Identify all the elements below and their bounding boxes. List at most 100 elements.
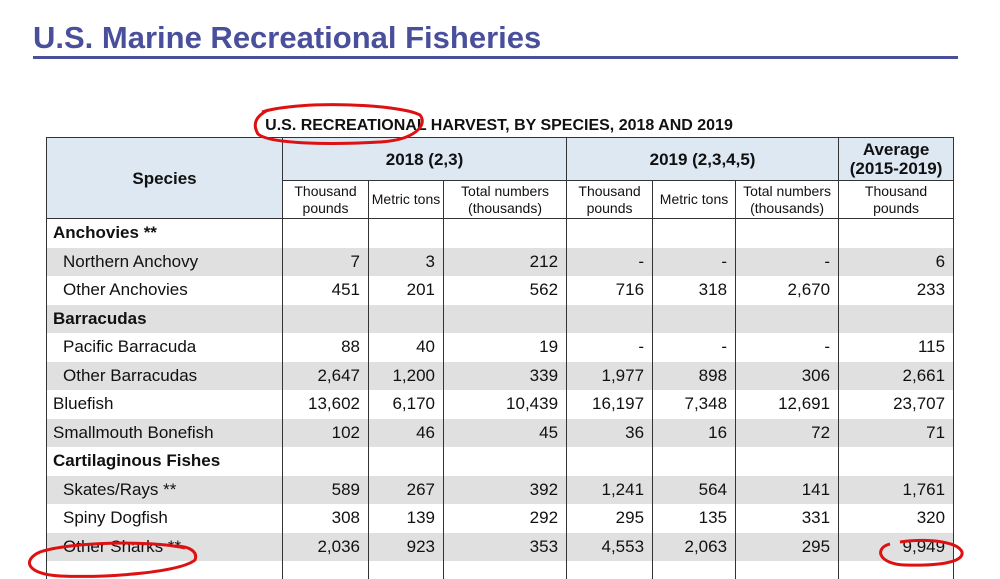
value-cell: 6,170 — [368, 390, 444, 419]
group-header: Average (2015-2019) — [838, 137, 955, 181]
column-header: Thousand pounds — [282, 180, 369, 219]
value-cell: 267 — [368, 475, 444, 504]
value-cell: 19 — [442, 333, 568, 362]
value-cell: 4,553 — [566, 532, 654, 561]
value-cell: 320 — [838, 504, 955, 533]
value-cell: 23,707 — [838, 390, 955, 419]
value-cell: 7 — [282, 247, 369, 276]
column-header: Metric tons — [652, 180, 737, 219]
empty-cell — [735, 304, 840, 333]
value-cell: 72 — [735, 418, 840, 447]
empty-cell — [838, 447, 955, 476]
value-cell: 923 — [368, 532, 444, 561]
column-header: Thousand pounds — [838, 180, 955, 219]
value-cell: 6 — [838, 247, 955, 276]
column-header: Thousand pounds — [566, 180, 654, 219]
empty-cell — [566, 447, 654, 476]
species-name: Other Sharks ** — [46, 532, 283, 561]
species-name: Spiny Dogfish — [46, 504, 283, 533]
value-cell: 212 — [442, 247, 568, 276]
value-cell: 1,200 — [368, 361, 444, 390]
value-cell: 392 — [442, 475, 568, 504]
value-cell: 135 — [652, 504, 737, 533]
empty-cell — [368, 447, 444, 476]
empty-cell — [282, 447, 369, 476]
value-cell: 139 — [368, 504, 444, 533]
table-row: Smallmouth Bonefish 102 46 45 36 16 72 71 — [46, 418, 955, 447]
value-cell: 898 — [652, 361, 737, 390]
value-cell: 306 — [735, 361, 840, 390]
value-cell: 339 — [442, 361, 568, 390]
value-cell: 16,197 — [566, 390, 654, 419]
value-cell: 233 — [838, 276, 955, 305]
column-header: Metric tons — [368, 180, 444, 219]
value-cell: 201 — [368, 276, 444, 305]
value-cell: 292 — [442, 504, 568, 533]
value-cell: 562 — [442, 276, 568, 305]
table-row: Barracudas — [46, 304, 955, 333]
empty-cell — [442, 447, 568, 476]
value-cell: 1,977 — [566, 361, 654, 390]
empty-cell — [735, 447, 840, 476]
group-header: 2019 (2,3,4,5) — [566, 137, 840, 181]
value-cell: - — [735, 333, 840, 362]
column-header: Total numbers (thousands) — [442, 180, 568, 219]
value-cell: 2,036 — [282, 532, 369, 561]
value-cell: 451 — [282, 276, 369, 305]
page-title: U.S. Marine Recreational Fisheries — [33, 20, 958, 59]
species-name: Other Barracudas — [46, 361, 283, 390]
value-cell: 318 — [652, 276, 737, 305]
value-cell: 40 — [368, 333, 444, 362]
empty-cell — [442, 304, 568, 333]
value-cell: 7,348 — [652, 390, 737, 419]
value-cell: 2,063 — [652, 532, 737, 561]
empty-cell — [282, 561, 369, 579]
value-cell: - — [566, 247, 654, 276]
value-cell: 102 — [282, 418, 369, 447]
species-name: Barracudas — [46, 304, 283, 333]
value-cell: 308 — [282, 504, 369, 533]
empty-cell — [838, 218, 955, 248]
species-name: Anchovies ** — [46, 218, 283, 248]
empty-cell — [442, 218, 568, 248]
empty-cell — [368, 561, 444, 579]
table-row: Other Barracudas 2,647 1,200 339 1,977 898 306… — [46, 361, 955, 390]
table-row — [46, 561, 955, 579]
value-cell: 589 — [282, 475, 369, 504]
empty-cell — [652, 561, 737, 579]
table-row: Northern Anchovy 7 3 212- - -6 — [46, 247, 955, 276]
table-row: Pacific Barracuda 88 40 19- - -115 — [46, 333, 955, 362]
species-name: Pacific Barracuda — [46, 333, 283, 362]
table-row: Other Sharks ** 2,036 923 353 4,553 2,063 295 9… — [46, 532, 955, 561]
value-cell: 9,949 — [838, 532, 955, 561]
table-row: Other Anchovies 451 201 562 716 318 2,670 233 — [46, 276, 955, 305]
empty-cell — [652, 304, 737, 333]
value-cell: 353 — [442, 532, 568, 561]
empty-cell — [368, 218, 444, 248]
empty-cell — [282, 218, 369, 248]
empty-cell — [838, 561, 955, 579]
value-cell: - — [735, 247, 840, 276]
column-header: Total numbers (thousands) — [735, 180, 840, 219]
empty-cell — [282, 304, 369, 333]
value-cell: 1,241 — [566, 475, 654, 504]
table-row: Cartilaginous Fishes — [46, 447, 955, 476]
value-cell: - — [566, 333, 654, 362]
value-cell: - — [652, 247, 737, 276]
species-name: Other Anchovies — [46, 276, 283, 305]
value-cell: 12,691 — [735, 390, 840, 419]
species-header: Species — [46, 137, 283, 219]
empty-cell — [368, 304, 444, 333]
value-cell: 88 — [282, 333, 369, 362]
value-cell: 115 — [838, 333, 955, 362]
value-cell: 71 — [838, 418, 955, 447]
species-name: Smallmouth Bonefish — [46, 418, 283, 447]
value-cell: - — [652, 333, 737, 362]
empty-cell — [566, 218, 654, 248]
group-header: 2018 (2,3) — [281, 137, 568, 181]
table-row: Anchovies ** — [46, 218, 955, 248]
empty-cell — [566, 304, 654, 333]
value-cell: 295 — [566, 504, 654, 533]
harvest-table: Species 2018 (2,3) 2019 (2,3,4,5) Average (… — [46, 137, 955, 579]
